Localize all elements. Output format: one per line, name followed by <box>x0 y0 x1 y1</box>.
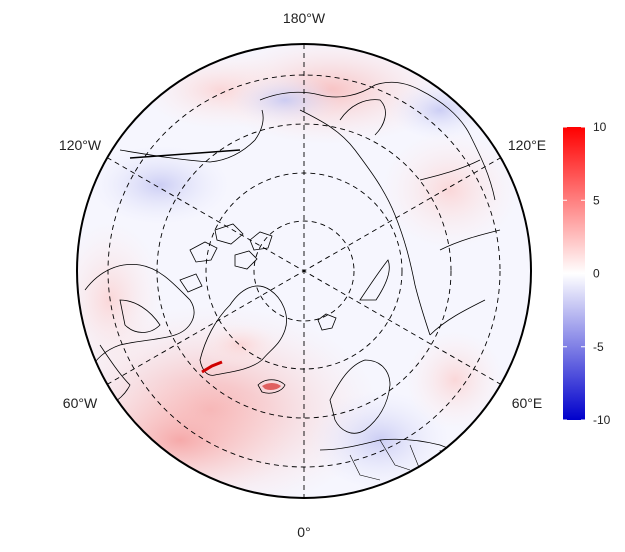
chukotka <box>259 81 421 101</box>
novaya-zemlya <box>359 259 390 301</box>
colorbar-gradient <box>563 127 585 420</box>
greenland-red-coast <box>201 360 223 374</box>
alaska-north-coast <box>129 149 241 159</box>
greenland-outline <box>199 285 287 376</box>
anomaly-field <box>77 44 531 498</box>
lon-label-60w: 60°W <box>63 395 98 411</box>
lon-label-180w: 180°W <box>283 10 326 26</box>
north-america-coast <box>84 264 195 371</box>
siberia-coast <box>299 109 431 336</box>
svalbard <box>317 313 337 331</box>
siberia-inland-border <box>419 159 501 336</box>
colorbar-tick-label: -10 <box>593 413 611 427</box>
latitude-ring-80 <box>253 220 355 322</box>
colorbar-ticks: 10 5 0 -5 -10 <box>563 120 611 427</box>
colorbar: 10 5 0 -5 -10 <box>563 120 611 427</box>
lon-label-60e: 60°E <box>512 395 543 411</box>
colorbar-tick-label: -5 <box>593 340 604 354</box>
hudson-bay <box>119 299 161 333</box>
lon-label-0: 0° <box>297 524 310 540</box>
east-asia-coast <box>419 89 496 201</box>
lon-label-120e: 120°E <box>508 137 546 153</box>
scandinavia <box>329 359 391 434</box>
iceland-outline <box>257 379 286 394</box>
map-boundary <box>76 43 532 499</box>
colorbar-tick-label: 5 <box>593 193 600 207</box>
lon-label-120w: 120°W <box>59 137 102 153</box>
latitude-ring-60 <box>156 123 452 419</box>
meridian-60e-120w <box>106 157 502 385</box>
colorbar-tick-label: 0 <box>593 267 600 281</box>
kamchatka <box>339 99 386 136</box>
graticule <box>106 44 502 498</box>
europe-borders <box>349 439 446 481</box>
canadian-archipelago <box>179 223 273 293</box>
colorbar-tick-label: 10 <box>593 120 607 134</box>
iceland-fill <box>262 383 281 390</box>
